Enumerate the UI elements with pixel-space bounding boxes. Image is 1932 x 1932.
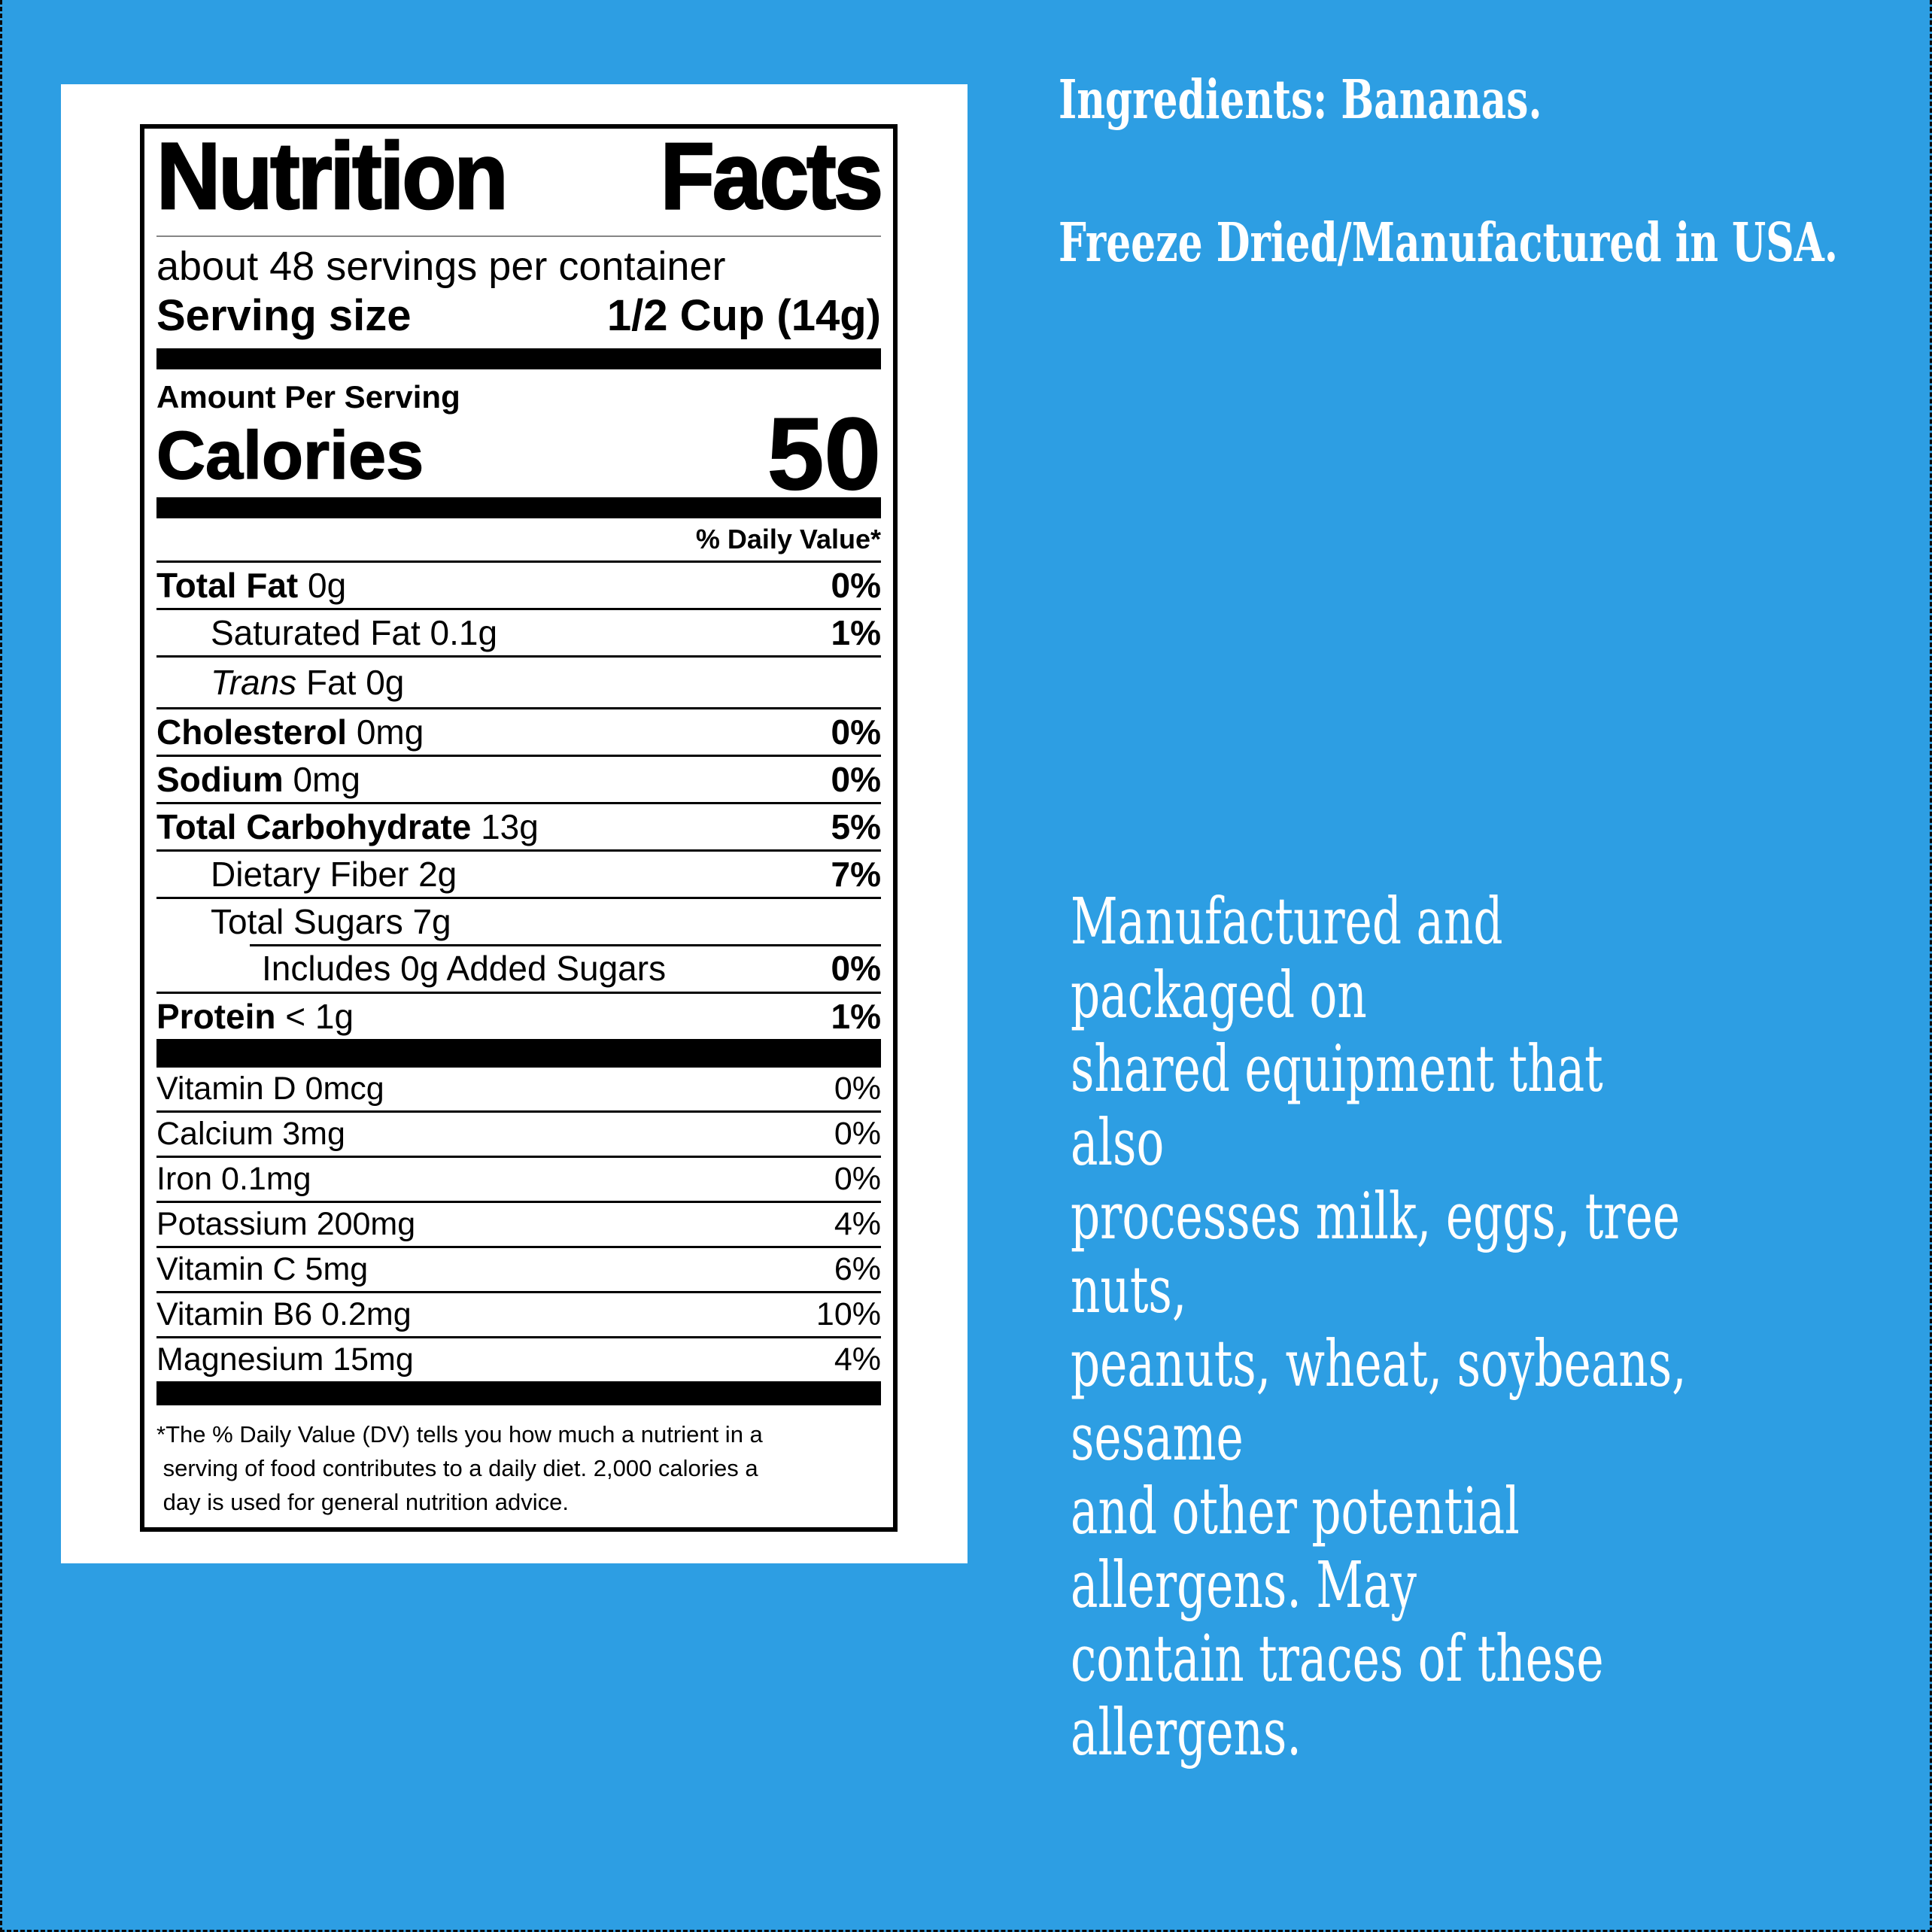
nutrient-amount: Saturated Fat 0.1g	[211, 613, 498, 652]
nutrient-row-added-sugars: Includes 0g Added Sugars 0%	[156, 944, 881, 992]
nutrient-daily-value: 1%	[831, 613, 881, 652]
nutrient-name: Total Fat 0g	[156, 565, 346, 606]
nutrient-daily-value: 1%	[831, 997, 881, 1036]
nutrient-amount: Total Sugars 7g	[211, 902, 451, 941]
nutrient-name: Vitamin B6 0.2mg	[156, 1296, 412, 1332]
nutrient-daily-value: 0%	[831, 760, 881, 799]
nutrient-name: Vitamin C 5mg	[156, 1251, 369, 1287]
nutrient-row-dietary-fiber: Dietary Fiber 2g 7%	[156, 849, 881, 897]
nutrient-daily-value: 0%	[831, 566, 881, 605]
nutrient-row-total-fat: Total Fat 0g 0%	[156, 560, 881, 608]
nutrient-name: Sodium 0mg	[156, 759, 360, 800]
nutrient-name: Magnesium 15mg	[156, 1341, 414, 1378]
serving-size-row: Serving size 1/2 Cup (14g)	[156, 293, 881, 339]
thin-divider	[156, 235, 881, 237]
nutrient-row-sodium: Sodium 0mg 0%	[156, 755, 881, 802]
nutrient-daily-value: 0%	[831, 948, 881, 988]
nutrient-name-bold: Sodium	[156, 760, 284, 799]
nutrient-amount: < 1g	[275, 997, 354, 1036]
nutrient-name: Iron 0.1mg	[156, 1161, 311, 1197]
thick-rule	[156, 1039, 881, 1068]
serving-size-value: 1/2 Cup (14g)	[606, 291, 881, 340]
nutrient-daily-value: 4%	[834, 1341, 881, 1378]
nutrition-facts-title: Nutrition Facts	[156, 124, 885, 229]
nutrient-name: Vitamin D 0mcg	[156, 1071, 384, 1107]
nutrient-daily-value: 6%	[834, 1251, 881, 1287]
origin-text: Freeze Dried/Manufactured in USA.	[1059, 211, 1838, 274]
nutrient-row-cholesterol: Cholesterol 0mg 0%	[156, 707, 881, 755]
nutrient-name-bold: Total Fat	[156, 566, 299, 605]
nutrient-name: Saturated Fat 0.1g	[211, 612, 497, 653]
nutrient-name: Calcium 3mg	[156, 1116, 345, 1152]
nutrient-name: Potassium 200mg	[156, 1206, 416, 1242]
nutrient-daily-value: 5%	[831, 807, 881, 846]
nutrient-name-bold: Protein	[156, 997, 276, 1036]
nutrient-row-total-carbohydrate: Total Carbohydrate 13g 5%	[156, 802, 881, 849]
product-info-card: Nutrition Facts about 48 servings per co…	[61, 84, 968, 1563]
nutrient-name: Dietary Fiber 2g	[211, 854, 457, 895]
nutrient-name-italic: Trans	[211, 663, 297, 702]
nutrient-daily-value: 0%	[831, 712, 881, 752]
nutrient-name-bold: Cholesterol	[156, 712, 348, 752]
daily-value-header: % Daily Value*	[695, 524, 881, 554]
thick-rule	[156, 1381, 881, 1405]
nutrient-amount: 0mg	[347, 712, 424, 752]
nutrient-amount: Includes 0g Added Sugars	[262, 948, 667, 988]
serving-size-label: Serving size	[156, 291, 412, 340]
allergen-notice: Manufactured and packaged on shared equi…	[1071, 885, 1687, 1770]
nutrient-row-total-sugars: Total Sugars 7g	[156, 897, 881, 944]
amount-per-serving-label: Amount Per Serving	[156, 379, 460, 415]
nutrient-name-bold: Total Carbohydrate	[156, 807, 472, 846]
nutrient-daily-value: 0%	[834, 1116, 881, 1152]
nutrient-row-calcium: Calcium 3mg 0%	[156, 1110, 881, 1156]
nutrient-name: Cholesterol 0mg	[156, 712, 424, 752]
nutrient-row-magnesium: Magnesium 15mg 4%	[156, 1336, 881, 1381]
nutrient-amount: 0g	[298, 566, 347, 605]
nutrient-row-vitamin-d: Vitamin D 0mcg 0%	[156, 1068, 881, 1110]
thick-rule	[156, 497, 881, 518]
nutrient-row-vitamin-b6: Vitamin B6 0.2mg 10%	[156, 1291, 881, 1336]
nutrient-daily-value: 0%	[834, 1161, 881, 1197]
nutrient-daily-value: 10%	[816, 1296, 881, 1332]
nutrient-amount: 0mg	[283, 760, 360, 799]
nutrient-daily-value: 4%	[834, 1206, 881, 1242]
nutrient-name: Total Sugars 7g	[211, 901, 451, 942]
nutrient-daily-value: 0%	[834, 1071, 881, 1107]
nutrient-amount: Dietary Fiber 2g	[211, 855, 457, 894]
nutrition-facts-label: Nutrition Facts about 48 servings per co…	[140, 124, 898, 1532]
nutrient-name: Total Carbohydrate 13g	[156, 807, 539, 847]
calories-label: Calories	[156, 418, 424, 494]
ingredients-text: Ingredients: Bananas.	[1059, 68, 1542, 131]
nutrient-name: Trans Fat 0g	[211, 662, 404, 703]
nutrient-name: Protein < 1g	[156, 996, 354, 1037]
nutrient-amount: 13g	[471, 807, 539, 846]
nutrient-row-potassium: Potassium 200mg 4%	[156, 1201, 881, 1246]
nutrient-daily-value: 7%	[831, 855, 881, 894]
nutrient-row-protein: Protein < 1g 1%	[156, 992, 881, 1039]
nutrient-amount: Fat 0g	[296, 663, 405, 702]
servings-per-container: about 48 servings per container	[156, 244, 726, 289]
thick-rule	[156, 348, 881, 369]
nutrient-row-vitamin-c: Vitamin C 5mg 6%	[156, 1246, 881, 1291]
daily-value-footnote: *The % Daily Value (DV) tells you how mu…	[156, 1421, 763, 1515]
nutrient-row-iron: Iron 0.1mg 0%	[156, 1156, 881, 1201]
nutrient-name: Includes 0g Added Sugars	[262, 948, 666, 989]
calories-value: 50	[767, 396, 882, 511]
calories-row: Calories 50	[156, 396, 882, 511]
nutrient-row-saturated-fat: Saturated Fat 0.1g 1%	[156, 608, 881, 655]
nutrient-row-trans-fat: Trans Fat 0g	[156, 655, 881, 707]
